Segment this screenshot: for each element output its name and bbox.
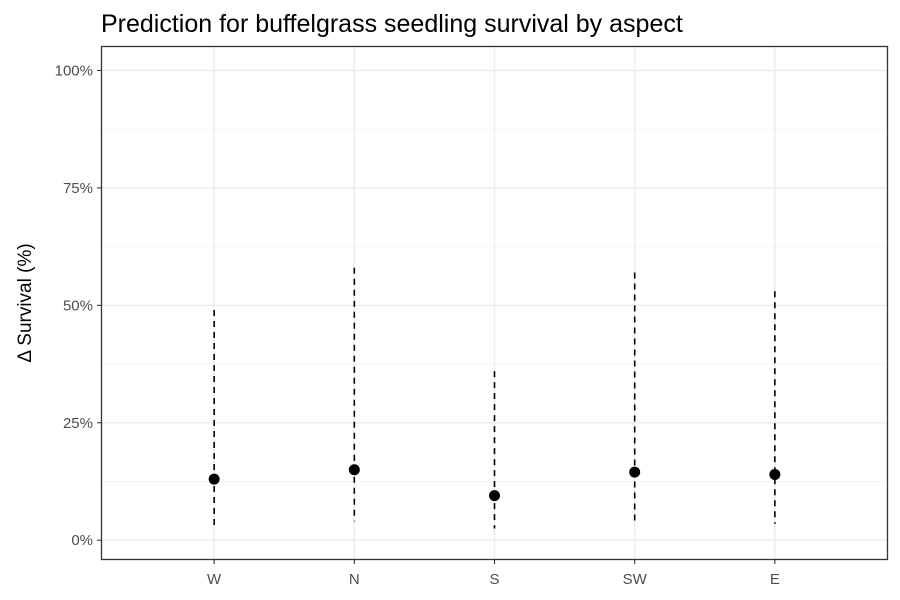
x-tick-label: SW	[623, 571, 648, 588]
y-tick-label: 100%	[55, 62, 93, 79]
data-point	[489, 490, 500, 502]
data-point	[348, 464, 360, 476]
points-layer	[208, 464, 781, 502]
y-tick-label: 50%	[63, 297, 93, 314]
x-axis: W N S SW E	[207, 559, 780, 588]
x-tick-label: S	[489, 571, 499, 588]
x-tick-label: E	[770, 571, 780, 588]
data-point	[208, 473, 220, 485]
x-tick-label: W	[207, 571, 222, 588]
data-point	[769, 468, 781, 480]
y-tick-label: 0%	[71, 532, 93, 549]
y-tick-label: 75%	[63, 180, 93, 197]
chart-title: Prediction for buffelgrass seedling surv…	[101, 10, 683, 38]
error-bars-layer	[213, 267, 776, 529]
y-axis: 0% 25% 50% 75% 100%	[55, 62, 102, 549]
x-tick-label: N	[349, 571, 360, 588]
data-point	[629, 466, 641, 478]
y-tick-label: 25%	[63, 415, 93, 432]
y-axis-title: Δ Survival (%)	[15, 243, 36, 362]
